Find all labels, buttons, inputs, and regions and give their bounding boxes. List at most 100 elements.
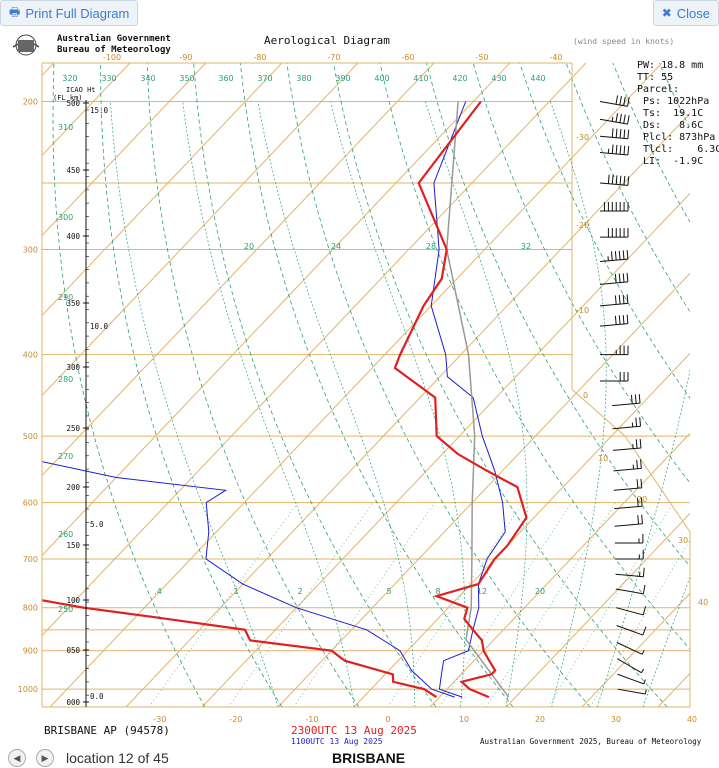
theta-left-label: 310 xyxy=(58,123,73,132)
theta-label: 420 xyxy=(452,74,467,83)
wind-barb-flag xyxy=(626,294,629,304)
agency-line1: Australian Government xyxy=(57,33,171,44)
wind-barb-flag xyxy=(622,315,625,325)
print-full-diagram-button[interactable]: 🖶 Print Full Diagram xyxy=(0,0,139,26)
mixing-ratio-line xyxy=(547,502,674,707)
dry-adiabat xyxy=(52,63,206,707)
close-button[interactable]: ✖ Close xyxy=(652,0,719,26)
temperature-tick-label: 20 xyxy=(535,715,545,724)
close-icon: ✖ xyxy=(661,6,672,20)
wind-barb xyxy=(599,294,629,307)
temperature-top-label: -90 xyxy=(179,53,192,62)
wind-barb-staff xyxy=(599,182,628,186)
wind-barb xyxy=(599,250,629,263)
dry-adiabat xyxy=(146,63,360,707)
wind-barb xyxy=(617,688,647,695)
moist-adiabat xyxy=(425,101,528,707)
dry-adiabat xyxy=(706,63,719,707)
mixing-ratio-label: 2 xyxy=(297,587,302,596)
dry-adiabat xyxy=(472,63,690,484)
temperature-right-label: 20 xyxy=(637,495,647,504)
credit-line: Australian Government 2025, Bureau of Me… xyxy=(480,737,702,746)
wind-barb-flag xyxy=(634,394,637,404)
isotherm-line xyxy=(581,592,690,707)
wind-barb-flag xyxy=(627,115,630,125)
previous-location-button[interactable]: ◀ xyxy=(8,749,26,767)
wind-barb-staff xyxy=(599,135,628,140)
wind-barb-flag xyxy=(619,129,622,139)
series-layer xyxy=(42,100,528,699)
wind-barb-flag xyxy=(618,273,621,283)
moist-adiabat xyxy=(182,101,355,707)
theta-left-label: 280 xyxy=(58,375,73,384)
mixing-ratio-line xyxy=(293,502,435,707)
isotherm-line xyxy=(42,63,435,477)
wind-barb-flag xyxy=(627,176,630,186)
theta-left-label: 260 xyxy=(58,530,73,539)
mixing-ratio-label: 20 xyxy=(535,587,545,596)
temperature-tick-label: 10 xyxy=(459,715,469,724)
wind-barb-flag xyxy=(626,314,629,324)
icao-fl-label: 300 xyxy=(66,363,80,372)
theta-label: 400 xyxy=(374,74,389,83)
wind-barb-flag xyxy=(636,479,639,489)
wind-barb-half-flag xyxy=(641,668,645,673)
wind-barb xyxy=(599,128,630,140)
wind-barb-flag xyxy=(642,606,647,616)
wind-barb-flag xyxy=(627,97,630,107)
wind-barb-flag xyxy=(635,417,638,427)
wind-speed-note: (wind speed in knots) xyxy=(573,37,674,46)
wind-barb-flag xyxy=(615,144,618,154)
icao-fl-label: 350 xyxy=(66,299,80,308)
temperature-tick-label: 40 xyxy=(687,715,697,724)
wind-barb xyxy=(612,417,642,430)
dry-adiabat xyxy=(519,63,690,399)
wind-barb-flag xyxy=(637,515,640,525)
dry-adiabat xyxy=(239,63,514,707)
pressure-label: 600 xyxy=(23,499,38,508)
wind-barb-flag xyxy=(611,175,614,185)
wind-barb xyxy=(600,228,629,238)
icao-fl-label: 000 xyxy=(66,698,80,707)
wind-barb-staff xyxy=(599,323,628,327)
isotherm-line xyxy=(125,112,690,707)
mixing-ratio-line xyxy=(439,502,572,707)
temperature-top-label: -80 xyxy=(253,53,266,62)
wind-barb-half-flag xyxy=(644,689,647,695)
diagram-title: Aerological Diagram xyxy=(264,34,390,47)
temperature-line-2300utc xyxy=(393,100,528,699)
wind-barb-flag xyxy=(638,394,641,404)
wind-barb-flag xyxy=(636,497,639,507)
wind-barb-staff xyxy=(614,523,643,527)
mixing-ratio-label: 8 xyxy=(435,587,440,596)
wind-barb-flag xyxy=(623,129,626,139)
mixing-ratio-line xyxy=(486,502,616,707)
mixing-ratio-line xyxy=(387,502,524,707)
wind-barb-staff xyxy=(599,152,628,156)
next-location-button[interactable]: ▶ xyxy=(36,749,54,767)
wind-barb xyxy=(613,478,643,491)
wind-barb-staff xyxy=(599,100,628,107)
mixing-ratio-label: .4 xyxy=(154,587,162,596)
wind-barb xyxy=(599,272,629,285)
temperature-tick-label: -20 xyxy=(229,715,242,724)
sounding-time-primary: 2300UTC 13 Aug 2025 xyxy=(291,724,417,737)
wind-barb xyxy=(616,606,647,616)
temperature-right-label: -30 xyxy=(576,133,589,142)
printer-icon: 🖶 xyxy=(9,4,21,19)
theta-label: 440 xyxy=(530,74,545,83)
theta-label: 350 xyxy=(179,74,194,83)
isotherm-line xyxy=(42,63,511,557)
dewpoint-line-2300utc xyxy=(42,599,437,699)
moist-adiabat xyxy=(110,101,279,707)
theta-left-label: 250 xyxy=(58,605,73,614)
station-label: BRISBANE AP (94578) xyxy=(44,724,170,737)
temperature-tick-label: -30 xyxy=(153,715,166,724)
pw-value: PW: 18.8 mm xyxy=(637,60,703,71)
icao-fl-label: 050 xyxy=(66,646,80,655)
temperature-right-label: -10 xyxy=(576,306,589,315)
parcel-path-line xyxy=(445,101,510,698)
wind-barb xyxy=(613,459,642,472)
wind-barb xyxy=(615,567,645,578)
